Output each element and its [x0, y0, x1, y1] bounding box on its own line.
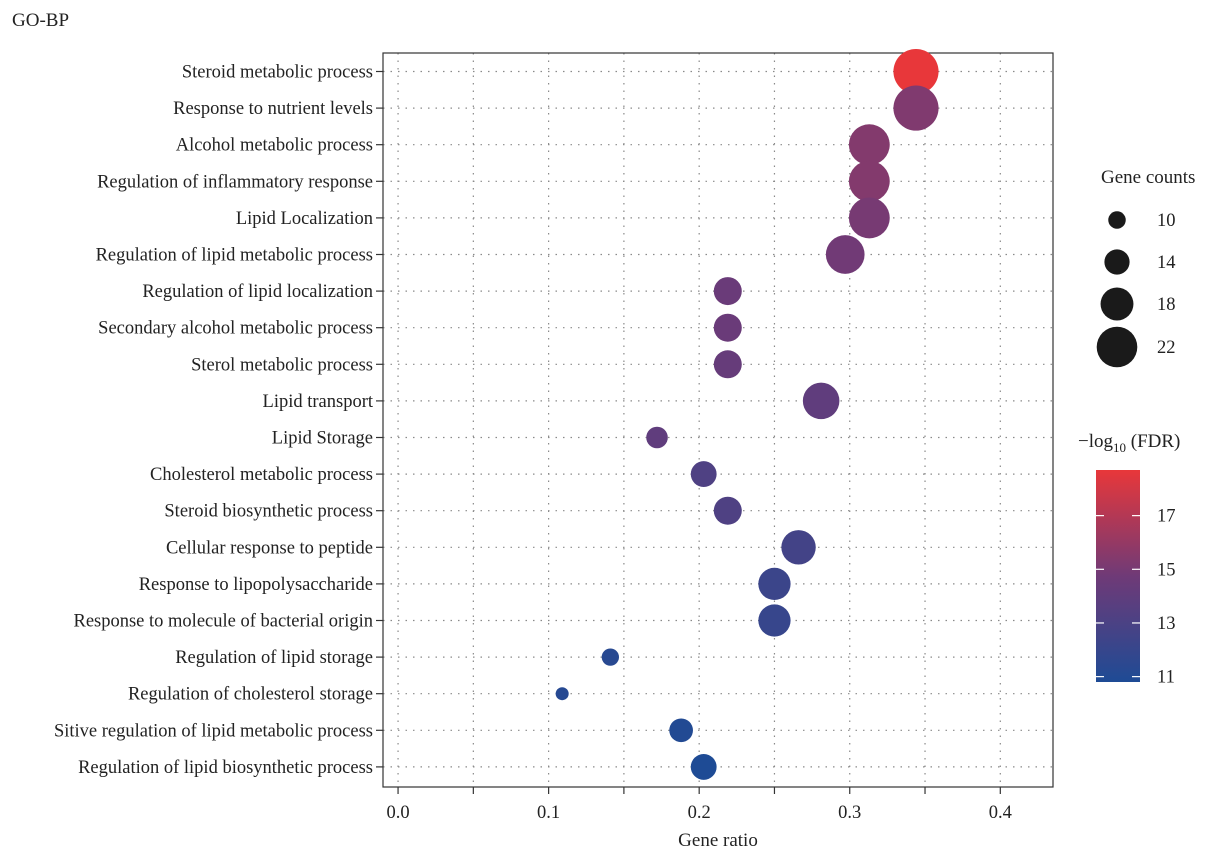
y-tick-label: Response to molecule of bacterial origin	[73, 612, 373, 632]
y-tick-label: Secondary alcohol metabolic process	[98, 319, 373, 339]
data-point	[893, 48, 939, 95]
data-point	[848, 124, 890, 166]
y-tick-label: Steroid biosynthetic process	[164, 502, 373, 522]
color-legend-title-rest: (FDR)	[1126, 431, 1180, 452]
y-tick-label: Alcohol metabolic process	[176, 136, 373, 156]
size-legend-title: Gene counts	[1101, 167, 1195, 188]
x-tick-label: 0.2	[688, 803, 711, 823]
color-legend: −log10 (FDR) 11 13 15 17	[1078, 431, 1180, 688]
plot-frame	[382, 52, 1054, 788]
y-tick-label: Regulation of lipid localization	[142, 282, 373, 302]
x-tick-label: 0.0	[386, 803, 409, 823]
data-point	[758, 604, 791, 637]
y-tick-label: Response to lipopolysaccharide	[139, 575, 373, 595]
y-tick-label: Regulation of lipid storage	[175, 648, 373, 668]
y-tick-label: Sitive regulation of lipid metabolic pro…	[54, 721, 373, 741]
data-point	[690, 461, 717, 488]
size-legend-dot	[1096, 326, 1138, 368]
y-tick-label: Regulation of lipid metabolic process	[96, 246, 373, 266]
data-point	[690, 753, 717, 780]
color-legend-title-sub: 10	[1113, 440, 1126, 455]
y-tick-label: Lipid Storage	[272, 429, 373, 449]
data-point	[893, 85, 939, 131]
y-tick-label: Regulation of lipid biosynthetic process	[78, 758, 373, 778]
data-point	[825, 235, 865, 274]
data-point	[713, 313, 742, 342]
y-tick-label: Cholesterol metabolic process	[150, 465, 373, 485]
data-point	[758, 567, 791, 601]
y-tick-label: Lipid Localization	[236, 209, 373, 229]
data-point	[781, 530, 816, 565]
data-point	[669, 718, 693, 743]
color-legend-ticks: 11 13 15 17	[1096, 507, 1176, 688]
x-axis-label: Gene ratio	[678, 830, 758, 851]
data-points	[555, 48, 939, 780]
color-legend-tick-label: 17	[1157, 507, 1176, 527]
size-legend-dot	[1104, 249, 1130, 275]
size-legend: Gene counts 10 14 18 22	[1096, 167, 1195, 368]
color-legend-tick-label: 11	[1157, 668, 1175, 688]
x-tick-label: 0.1	[537, 803, 560, 823]
color-legend-title-main: −log	[1078, 431, 1113, 452]
size-legend-label: 18	[1157, 295, 1176, 315]
color-legend-title: −log10 (FDR)	[1078, 431, 1180, 455]
data-point	[601, 648, 619, 666]
y-tick-label: Cellular response to peptide	[166, 538, 373, 558]
y-tick-label: Steroid metabolic process	[182, 63, 373, 83]
x-tick-label: 0.3	[838, 803, 861, 823]
color-legend-tick-label: 15	[1157, 560, 1176, 580]
data-point	[555, 687, 569, 701]
data-point	[713, 277, 742, 306]
size-legend-items: 10 14 18 22	[1096, 211, 1176, 368]
data-point	[802, 382, 840, 420]
size-legend-dot	[1100, 287, 1134, 321]
data-point	[848, 160, 890, 202]
size-legend-label: 22	[1157, 338, 1176, 358]
data-point	[713, 350, 742, 379]
y-axis: Steroid metabolic process Response to nut…	[54, 63, 383, 778]
y-tick-label: Regulation of inflammatory response	[97, 172, 373, 192]
y-tick-label: Regulation of cholesterol storage	[128, 685, 373, 705]
y-tick-label: Sterol metabolic process	[191, 355, 373, 375]
color-legend-bar	[1096, 470, 1140, 682]
data-point	[646, 426, 668, 449]
grid-lines	[383, 53, 1053, 787]
x-tick-label: 0.4	[989, 803, 1012, 823]
data-point	[848, 197, 890, 239]
data-point	[713, 496, 742, 525]
chart-title: GO-BP	[12, 10, 69, 31]
size-legend-label: 10	[1157, 211, 1176, 231]
x-axis: 0.0 0.1 0.2 0.3 0.4	[386, 787, 1012, 823]
y-tick-label: Lipid transport	[263, 392, 374, 412]
size-legend-dot	[1108, 211, 1126, 229]
y-tick-label: Response to nutrient levels	[173, 99, 373, 119]
size-legend-label: 14	[1157, 253, 1176, 273]
color-legend-tick-label: 13	[1157, 614, 1176, 634]
